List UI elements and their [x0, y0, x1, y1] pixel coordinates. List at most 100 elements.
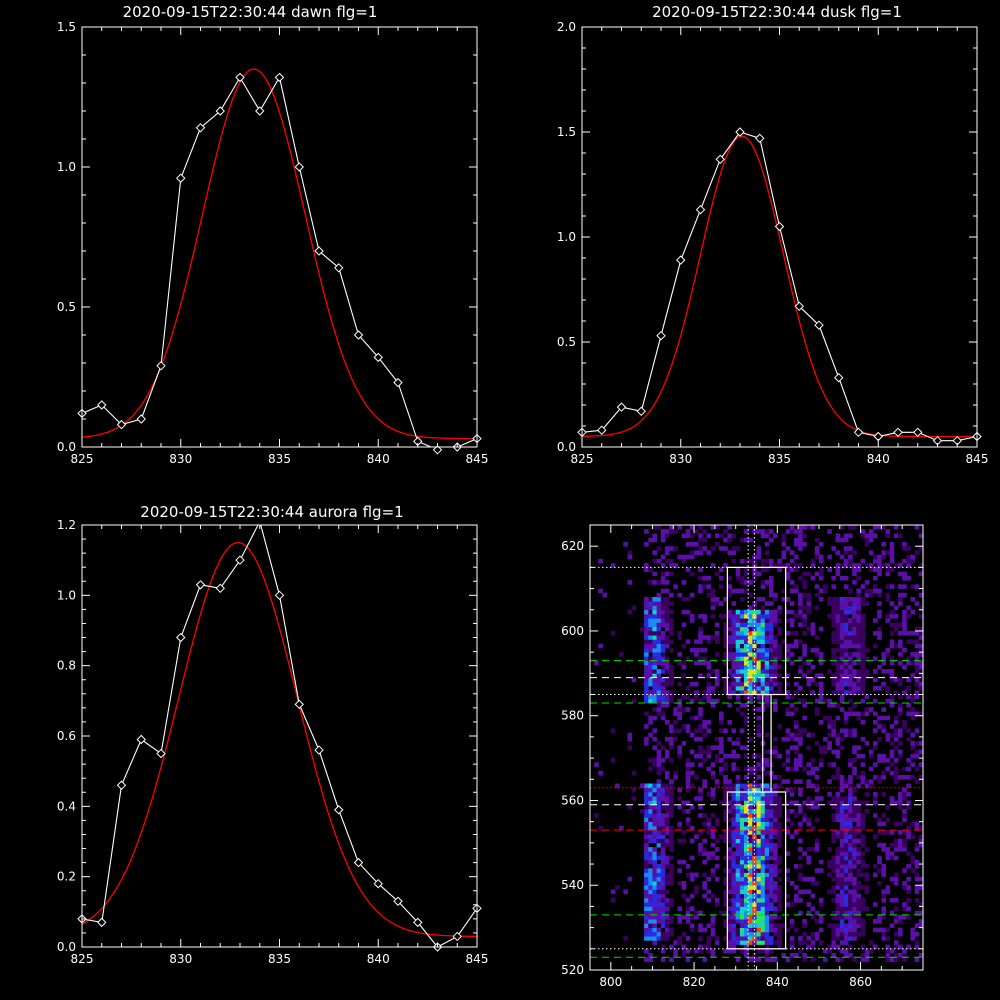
heatmap-cell: [760, 796, 766, 801]
heatmap-cell: [681, 554, 687, 560]
heatmap-cell: [756, 957, 762, 962]
heatmap-cell: [648, 931, 653, 937]
heatmap-cell: [710, 605, 716, 611]
heatmap-cell: [698, 749, 703, 755]
heatmap-cell: [652, 868, 657, 873]
heatmap-cell: [735, 859, 741, 865]
data-point: [215, 106, 225, 116]
heatmap-cell: [860, 639, 866, 644]
heatmap-cell: [664, 923, 670, 928]
heatmap-cell: [644, 923, 649, 928]
heatmap-cell: [802, 673, 807, 678]
heatmap-cell: [794, 563, 799, 568]
heatmap-cell: [660, 936, 666, 941]
heatmap-cell: [677, 804, 682, 810]
heatmap-cell: [760, 669, 766, 674]
heatmap-cell: [744, 881, 749, 886]
heatmap-cell: [873, 669, 878, 674]
heatmap-cell: [848, 779, 853, 784]
heatmap-cell: [823, 698, 828, 704]
heatmap-cell: [714, 936, 720, 941]
heatmap-cell: [689, 592, 695, 598]
heatmap-cell: [806, 876, 812, 882]
heatmap-cell: [731, 919, 737, 924]
heatmap-cell: [677, 787, 682, 793]
heatmap-cell: [673, 775, 678, 780]
heatmap-cell: [735, 825, 741, 831]
heatmap-cell: [664, 787, 670, 793]
heatmap-cell: [843, 838, 849, 844]
heatmap-cell: [848, 601, 853, 606]
heatmap-cell: [694, 914, 699, 920]
heatmap-cell: [848, 855, 853, 861]
heatmap-cell: [777, 609, 782, 615]
heatmap-cell: [893, 622, 899, 628]
heatmap-cell: [648, 813, 653, 818]
heatmap-cell: [735, 614, 741, 619]
heatmap-cell: [760, 914, 766, 920]
data-point: [136, 734, 146, 745]
heatmap-cell: [656, 626, 662, 632]
heatmap-cell: [694, 753, 699, 759]
heatmap-cell: [818, 694, 824, 700]
heatmap-cell: [656, 643, 662, 649]
heatmap-cell: [660, 906, 666, 911]
heatmap-cell: [848, 872, 853, 878]
heatmap-cell: [864, 792, 870, 797]
heatmap-cell: [669, 728, 674, 733]
heatmap-cell: [644, 868, 649, 873]
heatmap-cell: [669, 698, 674, 704]
heatmap-cell: [798, 529, 803, 534]
heatmap-cell: [794, 893, 799, 899]
heatmap-cell: [689, 533, 695, 539]
heatmap-cell: [918, 834, 924, 839]
heatmap-cell: [664, 898, 670, 903]
heatmap-cell: [664, 919, 670, 924]
heatmap-cell: [785, 652, 791, 657]
heatmap-cell: [731, 681, 737, 687]
heatmap-cell: [660, 800, 666, 806]
heatmap-cell: [735, 626, 741, 632]
heatmap-cell: [760, 842, 766, 848]
heatmap-cell: [839, 898, 845, 903]
heatmap-cell: [831, 936, 836, 941]
heatmap-cell: [777, 830, 782, 835]
heatmap-cell: [906, 864, 911, 869]
heatmap-cell: [843, 605, 849, 611]
heatmap-cell: [773, 736, 778, 742]
heatmap-cell: [856, 914, 861, 920]
heatmap-cell: [902, 809, 907, 814]
heatmap-cell: [764, 529, 770, 534]
heatmap-cell: [744, 694, 749, 700]
x-tick-label: 835: [268, 452, 291, 466]
heatmap-cell: [735, 571, 741, 577]
heatmap-cell: [906, 898, 911, 903]
heatmap-cell: [856, 639, 861, 644]
heatmap-cell: [702, 656, 707, 661]
heatmap-cell: [860, 842, 866, 848]
heatmap-cell: [831, 681, 836, 687]
heatmap-cell: [735, 736, 741, 742]
heatmap-cell: [648, 580, 653, 585]
heatmap-cell: [769, 660, 774, 666]
heatmap-cell: [839, 563, 845, 568]
heatmap-cell: [739, 902, 745, 907]
heatmap-cell: [843, 842, 849, 848]
heatmap-cell: [860, 622, 866, 628]
heatmap-cell: [889, 724, 895, 729]
heatmap-cell: [739, 859, 745, 865]
heatmap-cell: [735, 940, 741, 945]
heatmap-cell: [785, 567, 791, 572]
heatmap-cell: [798, 758, 803, 763]
heatmap-cell: [727, 643, 732, 649]
heatmap-cell: [698, 711, 703, 717]
heatmap-cell: [773, 910, 778, 916]
heatmap-cell: [773, 652, 778, 657]
heatmap-cell: [914, 749, 920, 755]
heatmap-cell: [756, 652, 762, 657]
data-point: [616, 402, 627, 412]
heatmap-cell: [802, 647, 807, 653]
heatmap-cell: [835, 914, 841, 920]
heatmap-cell: [864, 592, 870, 598]
y-tick-label: 0.4: [57, 799, 76, 813]
